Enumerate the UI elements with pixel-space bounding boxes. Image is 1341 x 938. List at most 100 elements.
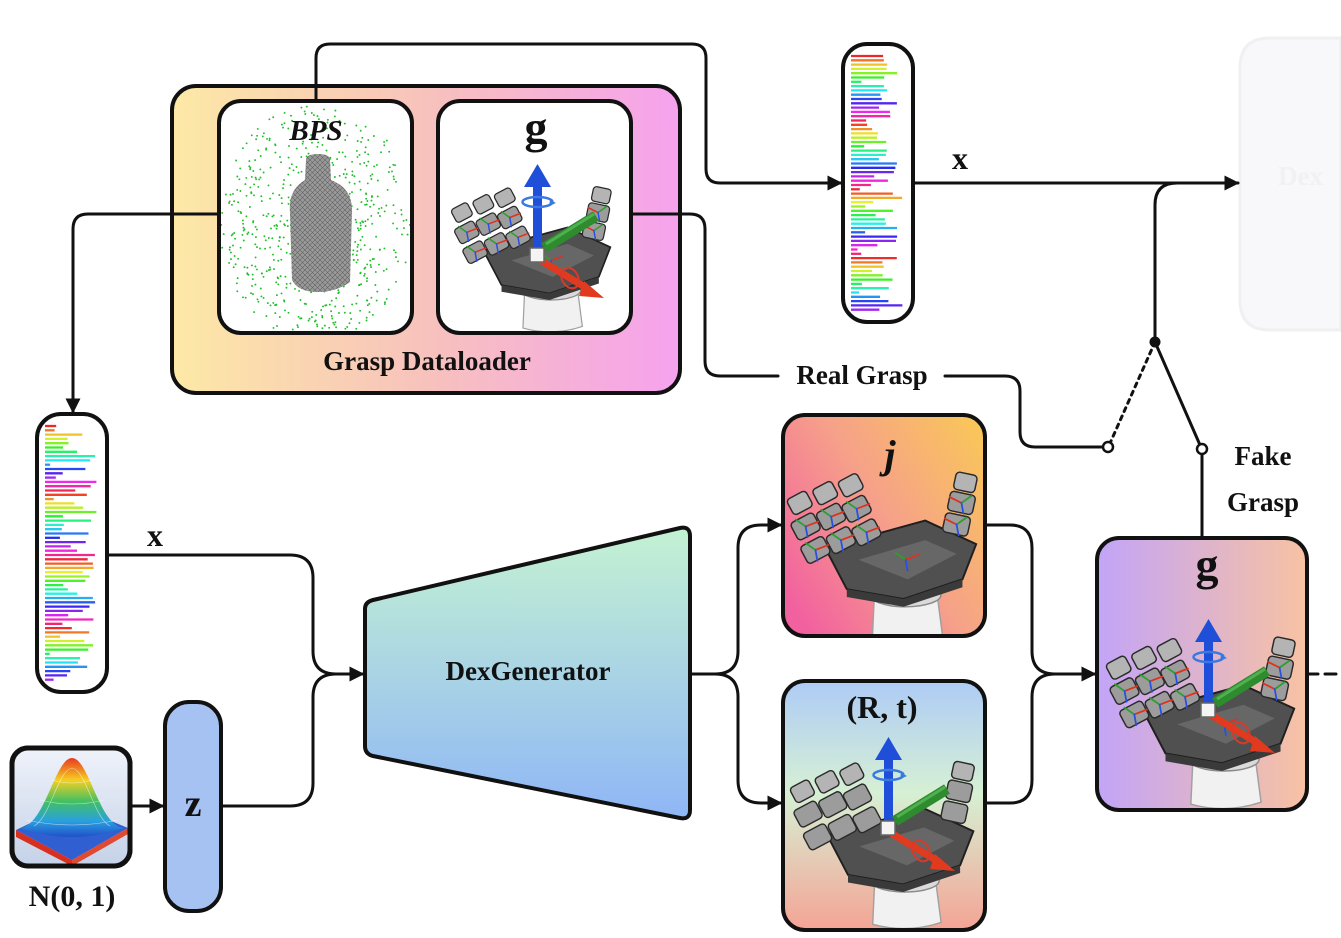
bps-point	[285, 251, 288, 254]
bps-point	[287, 173, 290, 176]
bps-point	[325, 149, 328, 152]
bps-point	[295, 166, 298, 168]
generator-label: DexGenerator	[446, 656, 611, 686]
bps-point	[277, 259, 280, 262]
bps-point	[391, 170, 393, 173]
bps-to-left-feature-arrow	[65, 212, 221, 414]
bps-point	[369, 248, 372, 251]
bps-point	[393, 178, 395, 181]
bps-point	[290, 114, 292, 117]
bps-point	[279, 156, 281, 158]
bps-point	[303, 123, 306, 126]
bps-point	[344, 168, 347, 171]
bps-point	[320, 309, 323, 311]
bps-point	[258, 178, 261, 181]
bps-point	[287, 202, 290, 205]
bps-point	[377, 212, 380, 214]
bps-point	[281, 202, 283, 205]
bps-point	[265, 315, 268, 318]
bps-point	[405, 219, 408, 221]
bps-point	[250, 191, 253, 194]
bps-point	[375, 235, 378, 238]
bps-point	[359, 162, 362, 165]
bps-point	[364, 203, 367, 206]
bps-point	[378, 215, 381, 217]
bps-point	[262, 296, 265, 299]
bps-point	[357, 229, 360, 232]
bps-point	[294, 287, 296, 290]
bps-point	[255, 178, 258, 181]
bps-point	[221, 211, 224, 214]
bps-point	[274, 304, 277, 307]
bps-point	[272, 258, 275, 261]
bps-point	[300, 156, 303, 158]
bps-point	[230, 258, 232, 261]
bps-point	[316, 325, 319, 328]
bps-point	[358, 180, 361, 183]
bps-point	[246, 272, 249, 275]
generated-grasp-panel: g	[1095, 536, 1309, 812]
bps-point	[332, 164, 335, 166]
bps-point	[262, 214, 265, 217]
bps-point	[346, 326, 349, 328]
bps-point	[272, 214, 275, 217]
bps-point	[353, 175, 356, 178]
pose-to-grasp-line	[983, 672, 1057, 805]
bps-point	[303, 302, 306, 305]
bps-point	[331, 161, 334, 164]
switch-to-feature-line	[1153, 181, 1179, 344]
bps-point	[232, 244, 234, 247]
bps-point	[355, 254, 358, 257]
bps-point	[358, 153, 361, 156]
bps-point	[241, 219, 244, 222]
bps-point	[246, 233, 249, 235]
bps-point	[370, 296, 373, 299]
pose-label: (R, t)	[846, 689, 917, 725]
bps-point	[326, 121, 329, 124]
bps-point	[313, 123, 316, 126]
bps-point	[305, 155, 308, 158]
bps-point	[334, 321, 337, 324]
switch-lever	[1153, 340, 1202, 447]
bps-point	[287, 127, 290, 130]
generator-to-pose-arrow	[713, 672, 783, 811]
bps-point	[250, 175, 253, 178]
bps-point	[264, 247, 267, 250]
bps-point	[260, 272, 263, 275]
bps-point	[359, 227, 362, 230]
bps-point	[273, 268, 275, 271]
bps-point	[400, 208, 403, 211]
bps-point	[328, 326, 331, 329]
bps-point	[337, 289, 340, 292]
bps-point	[366, 304, 369, 307]
bps-point	[254, 225, 257, 228]
bps-point	[245, 176, 248, 179]
bps-point	[256, 246, 258, 249]
bps-point	[253, 183, 256, 186]
bps-point	[321, 316, 324, 319]
bps-point	[361, 136, 364, 139]
bps-point	[382, 269, 385, 272]
bps-point	[246, 266, 249, 269]
bps-point	[264, 239, 267, 242]
bps-point	[289, 252, 292, 255]
bps-point	[385, 297, 388, 300]
bps-point	[344, 176, 347, 179]
bps-point	[274, 151, 277, 154]
bps-point	[232, 192, 234, 195]
bps-point	[367, 160, 370, 163]
bps-point	[365, 197, 368, 200]
bps-point	[282, 187, 284, 190]
fake-grasp-label-line1: Fake	[1235, 441, 1292, 471]
bps-point	[300, 106, 303, 109]
bps-point	[236, 188, 239, 191]
bps-point	[388, 166, 391, 169]
bps-point	[356, 258, 359, 261]
generator-to-joints-arrow	[688, 517, 783, 676]
bps-point	[290, 163, 293, 166]
bps-point	[321, 143, 324, 146]
bps-point	[269, 268, 272, 271]
bps-point	[244, 183, 247, 186]
bps-point	[287, 311, 290, 314]
